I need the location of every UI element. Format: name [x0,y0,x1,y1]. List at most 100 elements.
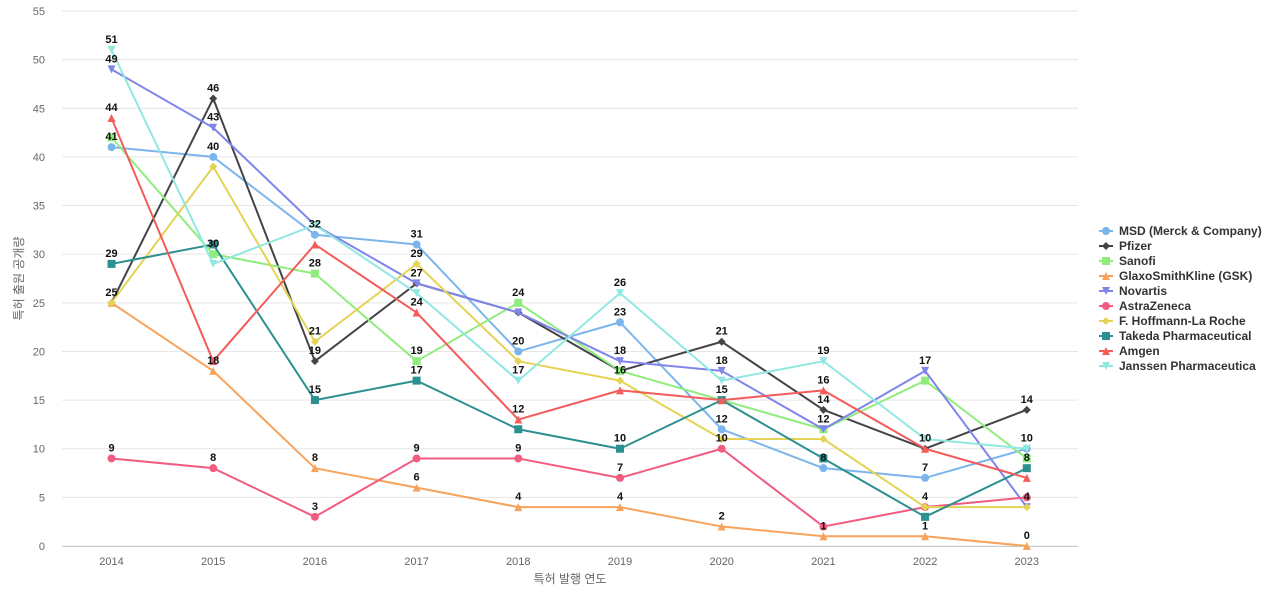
legend-item[interactable]: Pfizer [1099,239,1152,253]
data-point[interactable] [310,512,319,521]
data-point[interactable] [819,405,828,414]
data-point[interactable] [514,425,523,434]
data-point[interactable] [310,337,319,346]
data-point[interactable] [616,473,624,482]
data-point[interactable] [107,65,116,74]
series-line[interactable] [110,243,1028,518]
series-line[interactable] [110,447,1028,528]
data-point[interactable] [310,464,319,473]
data-point[interactable] [310,240,319,249]
data-point[interactable] [310,396,319,405]
legend-item[interactable]: GlaxoSmithKline (GSK) [1099,269,1252,283]
data-point[interactable] [616,318,624,327]
data-point[interactable] [1022,503,1031,512]
data-point[interactable] [209,123,218,132]
data-point[interactable] [717,337,726,346]
data-point[interactable] [616,503,624,512]
legend-item[interactable]: Sanofi [1099,254,1156,268]
data-point[interactable] [1022,493,1031,502]
data-point[interactable] [1022,444,1031,453]
series-line[interactable] [110,97,1028,450]
data-point[interactable] [310,357,319,366]
data-point[interactable] [412,308,421,317]
legend-item[interactable]: AstraZeneca [1099,299,1191,313]
data-point[interactable] [1022,542,1031,550]
series-line[interactable] [110,165,1028,509]
data-point[interactable] [921,532,930,541]
data-point[interactable] [1022,473,1031,482]
data-point[interactable] [514,347,523,356]
data-point[interactable] [717,366,726,375]
legend-item[interactable]: MSD (Merck & Company) [1099,224,1262,238]
data-point[interactable] [514,376,523,385]
data-point[interactable] [514,357,523,366]
data-point[interactable] [209,259,218,268]
data-point[interactable] [107,133,116,142]
data-point[interactable] [616,376,624,385]
series-line[interactable] [110,301,1028,547]
data-point[interactable] [107,114,116,122]
data-point[interactable] [616,357,624,366]
data-point[interactable] [310,230,319,239]
data-point[interactable] [514,298,523,307]
data-point[interactable] [616,289,624,298]
data-point[interactable] [1022,405,1031,414]
legend-item[interactable]: Takeda Pharmaceutical [1099,329,1252,343]
data-point[interactable] [412,240,421,249]
data-point[interactable] [514,308,523,317]
data-point[interactable] [107,45,116,54]
data-point[interactable] [412,279,421,288]
series-line[interactable] [110,68,1028,509]
data-point[interactable] [921,512,930,521]
data-point[interactable] [921,503,930,512]
data-point[interactable] [921,473,930,482]
data-point[interactable] [717,396,726,405]
data-point[interactable] [209,250,218,259]
data-point[interactable] [514,503,523,512]
data-point[interactable] [107,259,116,268]
data-point[interactable] [819,425,828,434]
data-point[interactable] [412,483,421,492]
data-point[interactable] [209,152,218,161]
data-point[interactable] [209,464,218,473]
data-point[interactable] [412,357,421,366]
data-point[interactable] [209,162,218,171]
data-point[interactable] [412,259,421,268]
data-point[interactable] [616,366,624,375]
data-point[interactable] [717,522,726,531]
data-point[interactable] [717,435,726,443]
data-point[interactable] [107,454,116,463]
legend-item[interactable]: Novartis [1099,284,1167,298]
legend-item[interactable]: Janssen Pharmaceutica [1099,359,1256,373]
data-point[interactable] [819,386,828,395]
data-point[interactable] [412,454,421,463]
data-point[interactable] [616,386,624,395]
data-point[interactable] [1022,464,1031,473]
data-point[interactable] [310,269,319,278]
data-point[interactable] [921,444,930,453]
data-point[interactable] [921,376,930,385]
data-point[interactable] [209,357,218,366]
data-point[interactable] [514,454,523,463]
legend-item[interactable]: F. Hoffmann-La Roche [1099,314,1246,328]
data-point[interactable] [1022,454,1031,463]
legend[interactable]: MSD (Merck & Company)PfizerSanofiGlaxoSm… [1099,224,1262,373]
data-point[interactable] [819,532,828,541]
data-point[interactable] [310,221,319,229]
series-line[interactable] [110,117,1028,479]
data-point[interactable] [107,143,116,152]
series-line[interactable] [110,48,1028,450]
data-point[interactable] [209,240,218,249]
data-point[interactable] [819,464,828,473]
data-point[interactable] [107,298,116,307]
data-point[interactable] [717,425,726,434]
data-point[interactable] [819,522,828,531]
data-point[interactable] [819,454,828,463]
data-point[interactable] [921,366,930,375]
data-point[interactable] [717,444,726,453]
data-point[interactable] [412,376,421,385]
data-point[interactable] [412,289,421,298]
data-point[interactable] [819,357,828,366]
legend-item[interactable]: Amgen [1099,344,1160,358]
data-point[interactable] [819,435,828,443]
